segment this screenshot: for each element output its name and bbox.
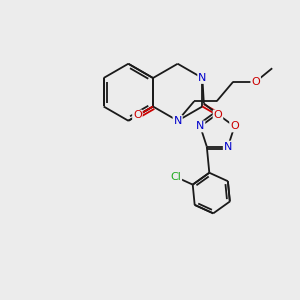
Text: O: O xyxy=(230,122,239,131)
Text: N: N xyxy=(224,142,232,152)
Text: Cl: Cl xyxy=(170,172,181,182)
Text: N: N xyxy=(196,122,204,131)
Text: N: N xyxy=(198,73,207,83)
Text: O: O xyxy=(251,77,260,87)
Text: O: O xyxy=(133,110,142,121)
Text: O: O xyxy=(214,110,222,121)
Text: N: N xyxy=(173,116,182,126)
